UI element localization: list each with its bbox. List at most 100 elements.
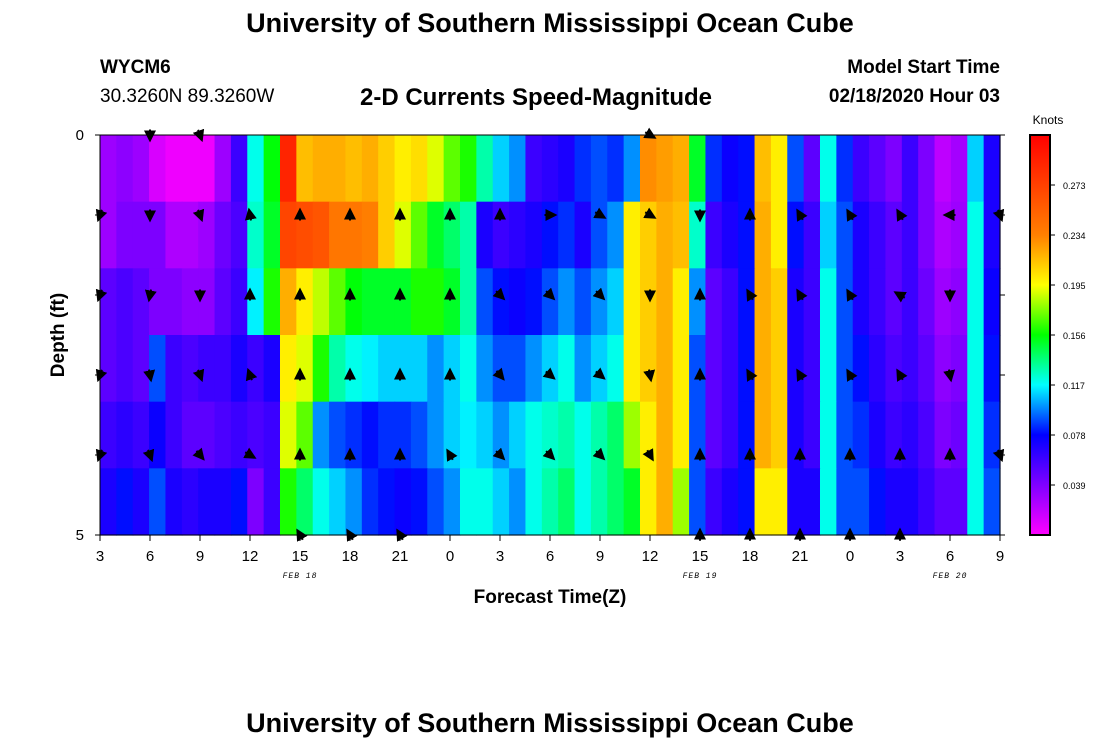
- heatmap-cell: [525, 268, 543, 336]
- heatmap-cell: [869, 268, 887, 336]
- heatmap-cell: [852, 401, 870, 469]
- heatmap-cell: [983, 135, 1001, 203]
- heatmap-cell: [165, 268, 183, 336]
- heatmap-cell: [558, 135, 576, 203]
- heatmap-cell: [116, 268, 134, 336]
- heatmap-cell: [280, 401, 297, 469]
- heatmap-cell: [525, 468, 543, 536]
- heatmap-cell: [263, 335, 281, 403]
- heatmap-cell: [738, 201, 756, 269]
- heatmap-cell: [918, 135, 936, 203]
- heatmap-cell: [967, 335, 985, 403]
- current-vector-arrow: [492, 447, 506, 461]
- heatmap-cell: [689, 335, 707, 403]
- heatmap-cell: [803, 135, 821, 203]
- heatmap-cell: [885, 135, 903, 203]
- x-tick-label: 18: [342, 548, 359, 565]
- heatmap-cell: [852, 468, 870, 536]
- heatmap-cell: [361, 268, 379, 336]
- x-tick-label: 6: [146, 548, 154, 565]
- heatmap-cell: [983, 468, 1001, 536]
- current-vector-arrow: [643, 369, 656, 383]
- x-axis-label: Forecast Time(Z): [474, 587, 627, 608]
- heatmap-cell: [869, 401, 887, 469]
- heatmap-cell: [312, 468, 330, 536]
- heatmap-cell: [280, 201, 297, 269]
- heatmap-cell: [656, 268, 674, 336]
- heatmap-cell: [836, 268, 854, 336]
- heatmap-cell: [116, 335, 134, 403]
- heatmap-cell: [574, 468, 592, 536]
- current-vector-arrow: [896, 368, 908, 382]
- heatmap-cell: [918, 268, 936, 336]
- heatmap-cell: [721, 135, 739, 203]
- heatmap-cell: [394, 468, 412, 536]
- heatmap-cell: [198, 468, 216, 536]
- heatmap-cell: [198, 201, 216, 269]
- heatmap-cell: [296, 135, 314, 203]
- x-tick-label: 15: [692, 548, 709, 565]
- heatmap-cell: [623, 335, 641, 403]
- heatmap-cell: [754, 401, 772, 469]
- heatmap-cell: [754, 335, 772, 403]
- heatmap-cell: [738, 268, 756, 336]
- current-vector-arrow: [142, 448, 155, 463]
- heatmap-cell: [345, 135, 363, 203]
- current-vector-arrow: [192, 208, 205, 223]
- heatmap-cell: [116, 468, 134, 536]
- current-vector-arrow: [846, 288, 858, 302]
- current-vector-arrow: [446, 448, 458, 462]
- heatmap-cell: [312, 335, 330, 403]
- heatmap-cells: [100, 135, 1001, 536]
- x-tick-label: 0: [446, 548, 454, 565]
- heatmap-cell: [640, 201, 657, 269]
- heatmap-cell: [165, 335, 183, 403]
- heatmap-cell: [901, 201, 919, 269]
- colorbar-legend: Knots 0.039 0.078 0.117 0.156 0.195 0.234 0.27…: [1029, 113, 1086, 536]
- heatmap-cell: [476, 135, 494, 203]
- current-vector-arrow: [796, 368, 808, 382]
- heatmap-cell: [214, 135, 232, 203]
- heatmap-cell: [869, 201, 887, 269]
- heatmap-cell: [869, 135, 887, 203]
- x-tick-label: 6: [946, 548, 954, 565]
- heatmap-cell: [950, 335, 968, 403]
- heatmap-cell: [574, 268, 592, 336]
- heatmap-cell: [214, 268, 232, 336]
- heatmap-cell: [132, 335, 150, 403]
- heatmap-cell: [476, 268, 494, 336]
- heatmap-cell: [509, 268, 527, 336]
- heatmap-cell: [656, 468, 674, 536]
- heatmap-cell: [394, 135, 412, 203]
- heatmap-cell: [280, 335, 297, 403]
- heatmap-cell: [705, 268, 723, 336]
- heatmap-cell: [116, 201, 134, 269]
- heatmap-cell: [263, 468, 281, 536]
- heatmap-cell: [738, 335, 756, 403]
- heatmap-cell: [623, 268, 641, 336]
- x-tick-label: 3: [896, 548, 904, 565]
- heatmap-cell: [460, 401, 477, 469]
- heatmap-cell: [836, 335, 854, 403]
- heatmap-cell: [607, 201, 625, 269]
- heatmap-cell: [885, 335, 903, 403]
- heatmap-cell: [820, 135, 837, 203]
- heatmap-cell: [787, 268, 805, 336]
- heatmap-cell: [247, 468, 265, 536]
- heatmap-cell: [852, 135, 870, 203]
- heatmap-cell: [378, 335, 396, 403]
- heatmap-cell: [558, 201, 576, 269]
- heatmap-cell: [427, 201, 445, 269]
- heatmap-cell: [460, 468, 477, 536]
- heatmap-cell: [214, 401, 232, 469]
- heatmap-cell: [541, 268, 559, 336]
- heatmap-cell: [541, 401, 559, 469]
- heatmap-cell: [950, 468, 968, 536]
- x-tick-label: 21: [392, 548, 409, 565]
- heatmap-cell: [852, 335, 870, 403]
- x-tick-label: 12: [242, 548, 259, 565]
- heatmap-cell: [312, 401, 330, 469]
- x-tick-label: 15: [292, 548, 309, 565]
- heatmap-cell: [607, 135, 625, 203]
- heatmap-cell: [230, 201, 248, 269]
